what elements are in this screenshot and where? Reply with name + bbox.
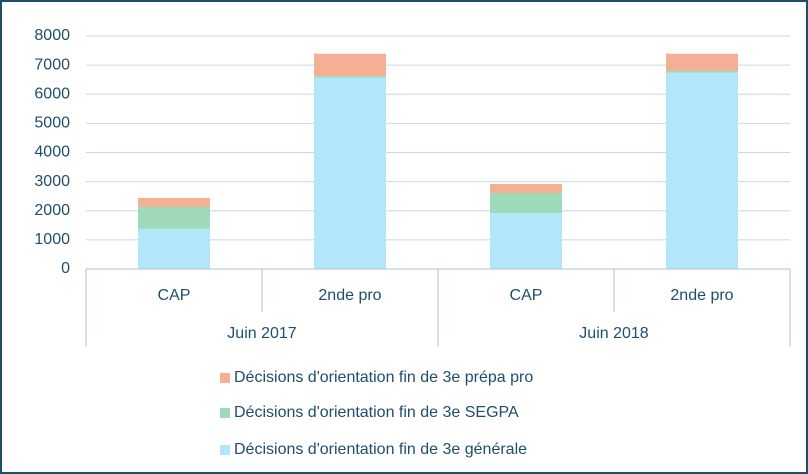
bar-segment <box>138 206 210 229</box>
bar-segment <box>666 70 738 73</box>
y-tick-label: 6000 <box>34 85 70 102</box>
bar-segment <box>138 228 210 269</box>
group-label: Juin 2017 <box>227 325 296 342</box>
y-tick-label: 8000 <box>34 27 70 44</box>
y-tick-label: 5000 <box>34 115 70 132</box>
x-tick-label: 2nde pro <box>318 287 381 304</box>
y-tick-label: 2000 <box>34 202 70 219</box>
bar-segment <box>666 53 738 71</box>
x-tick-label: CAP <box>510 287 543 304</box>
y-tick-label: 1000 <box>34 231 70 248</box>
y-tick-label: 7000 <box>34 56 70 73</box>
legend-swatch <box>220 373 230 383</box>
bar-segment <box>490 183 562 193</box>
x-tick-label: 2nde pro <box>670 287 733 304</box>
y-tick-label: 3000 <box>34 173 70 190</box>
legend-swatch <box>220 408 230 418</box>
bar-segment <box>314 75 386 78</box>
bar-segment <box>138 197 210 207</box>
bar-segment <box>666 72 738 269</box>
y-tick-label: 0 <box>61 260 70 277</box>
bar-segment <box>490 213 562 269</box>
group-label: Juin 2018 <box>579 325 648 342</box>
x-tick-label: CAP <box>158 287 191 304</box>
bar-segment <box>490 192 562 214</box>
y-tick-label: 4000 <box>34 144 70 161</box>
legend-swatch <box>220 445 230 455</box>
legend-label: Décisions d'orientation fin de 3e SEGPA <box>234 404 519 421</box>
legend-label: Décisions d'orientation fin de 3e généra… <box>234 441 527 458</box>
bar-segment <box>314 77 386 270</box>
legend-label: Décisions d'orientation fin de 3e prépa … <box>234 369 533 386</box>
bar-segment <box>314 53 386 76</box>
